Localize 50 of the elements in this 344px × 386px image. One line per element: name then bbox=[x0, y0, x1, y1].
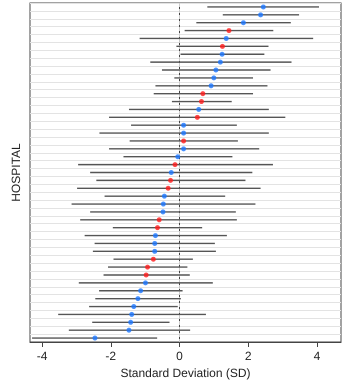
point bbox=[181, 138, 186, 144]
point bbox=[156, 217, 162, 222]
point bbox=[200, 91, 206, 96]
point bbox=[258, 12, 264, 18]
point bbox=[181, 130, 186, 136]
point bbox=[168, 178, 174, 183]
point bbox=[160, 202, 166, 207]
x-tick-label: 2 bbox=[244, 349, 252, 363]
point bbox=[135, 296, 140, 302]
point bbox=[142, 280, 148, 286]
point bbox=[145, 264, 150, 270]
point bbox=[213, 68, 218, 73]
point bbox=[172, 162, 178, 168]
point bbox=[131, 304, 136, 310]
point bbox=[138, 288, 144, 294]
point bbox=[152, 240, 158, 246]
point bbox=[211, 75, 216, 80]
point bbox=[181, 122, 186, 128]
point bbox=[166, 186, 171, 191]
point bbox=[155, 225, 160, 230]
point bbox=[208, 83, 214, 88]
x-axis-title: Standard Deviation (SD) bbox=[120, 366, 251, 380]
point bbox=[196, 106, 202, 112]
point bbox=[144, 272, 149, 278]
x-tick-label: 4 bbox=[314, 349, 321, 363]
point bbox=[175, 154, 180, 160]
point bbox=[198, 99, 204, 104]
point bbox=[162, 194, 167, 199]
point bbox=[260, 4, 266, 10]
point bbox=[220, 44, 225, 49]
point bbox=[150, 256, 156, 262]
point bbox=[92, 336, 98, 341]
point bbox=[194, 114, 200, 120]
x-tick-label: -4 bbox=[36, 349, 48, 363]
point bbox=[126, 328, 132, 333]
point bbox=[224, 36, 229, 41]
point bbox=[240, 20, 246, 26]
y-axis-title: HOSPITAL bbox=[9, 142, 23, 202]
point bbox=[152, 233, 158, 238]
point bbox=[226, 28, 232, 34]
point bbox=[181, 146, 186, 152]
x-tick-label: 0 bbox=[176, 349, 184, 363]
point bbox=[128, 320, 134, 325]
point bbox=[218, 60, 223, 65]
point bbox=[129, 312, 134, 317]
point bbox=[160, 209, 166, 214]
point bbox=[168, 170, 174, 175]
point bbox=[152, 248, 158, 254]
x-tick-label: -2 bbox=[105, 349, 116, 363]
point bbox=[220, 52, 225, 57]
